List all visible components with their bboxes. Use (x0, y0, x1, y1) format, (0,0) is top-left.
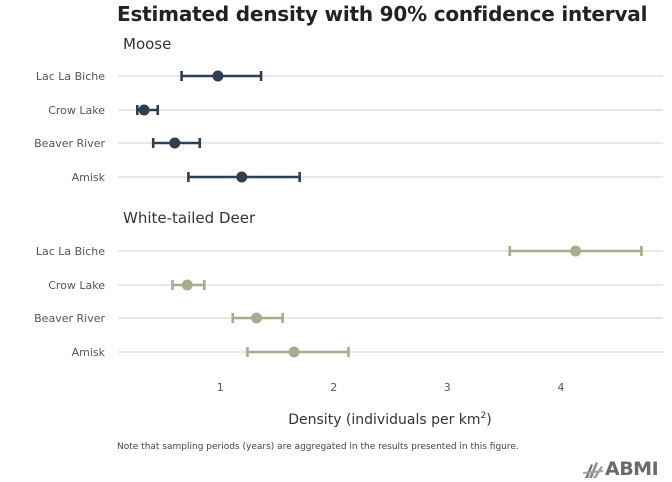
y-tick-label: Lac La Biche (36, 70, 105, 83)
point-estimate (288, 346, 300, 358)
x-tick-label: 1 (217, 381, 224, 394)
point-estimate (169, 137, 181, 149)
footnote: Note that sampling periods (years) are a… (117, 442, 519, 452)
x-axis-label: Density (individuals per km2) (288, 411, 491, 428)
x-tick-label: 3 (444, 381, 451, 394)
panel-title: White-tailed Deer (123, 209, 256, 227)
panel-title: Moose (123, 35, 171, 53)
y-tick-label: Beaver River (34, 137, 105, 150)
point-estimate (181, 279, 193, 291)
y-tick-label: Amisk (72, 171, 106, 184)
point-estimate (236, 171, 248, 183)
abmi-logo: ABMI (583, 456, 668, 482)
y-tick-label: Crow Lake (48, 279, 105, 292)
grass-icon (583, 462, 603, 478)
x-tick-label: 4 (557, 381, 564, 394)
y-tick-label: Lac La Biche (36, 245, 105, 258)
point-estimate (138, 104, 150, 116)
logo-text: ABMI (605, 458, 659, 480)
point-estimate (570, 245, 582, 257)
point-estimate (212, 70, 224, 82)
y-tick-label: Beaver River (34, 312, 105, 325)
point-estimate (251, 312, 263, 324)
y-tick-label: Crow Lake (48, 104, 105, 117)
x-tick-label: 2 (330, 381, 337, 394)
chart-title: Estimated density with 90% confidence in… (117, 2, 648, 26)
y-tick-label: Amisk (72, 346, 106, 359)
